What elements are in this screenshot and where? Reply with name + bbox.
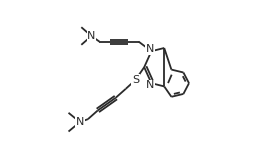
Text: N: N [87,31,96,41]
Text: N: N [145,44,154,54]
Text: N: N [76,117,84,127]
Text: S: S [132,75,139,85]
Text: N: N [145,80,154,90]
